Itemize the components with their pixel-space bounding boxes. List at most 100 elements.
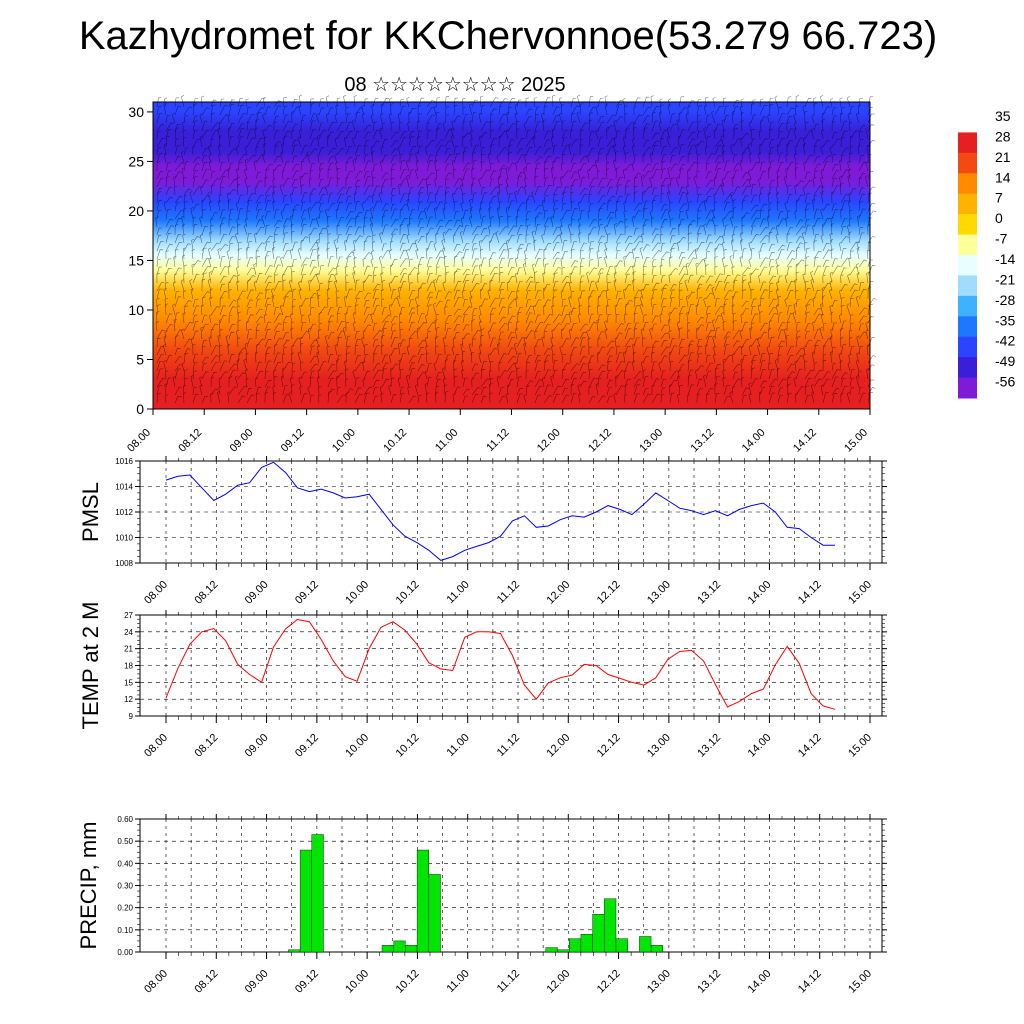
precip-x-tick-label: 08.12 [192,968,220,996]
precip-y-axis-label: PRECIP, mm [76,822,101,950]
heatmap-x-tick-label: 14.00 [740,427,768,455]
pmsl-x-tick-label: 14.00 [746,579,774,607]
wind-barbs [155,94,877,404]
heatmap-y-tick-label: 30 [128,104,144,120]
precip-bar [381,945,394,953]
precip-x-tick-label: 09.00 [243,968,271,996]
precip-y-tick-label: 0.50 [117,837,133,846]
precip-x-tick-label: 11.12 [495,968,522,995]
pmsl-x-tick-label: 12.12 [595,579,623,607]
colorbar-swatch [958,336,977,358]
precip-bar [615,938,628,953]
heatmap-x-tick-label: 09.12 [279,427,307,455]
precip-bar [639,936,652,953]
colorbar-label: -28 [995,292,1015,308]
colorbar-label: 35 [995,108,1011,124]
precip-bar [405,945,418,953]
heatmap-x-tick-label: 15.00 [842,427,870,455]
pmsl-x-tick-label: 11.12 [495,579,522,606]
precip-y-tick-label: 0.20 [117,904,133,913]
precip-x-tick-label: 12.12 [595,968,623,996]
pmsl-x-tick-label: 15.00 [846,579,874,607]
temp-y-tick-label: 24 [124,628,133,637]
colorbar-label: -21 [995,271,1015,287]
heatmap-x-tick-label: 08.00 [125,427,153,455]
chart-subtitle: 08 ☆☆☆☆☆☆☆☆ 2025 [344,74,566,96]
pmsl-series-line [165,461,835,561]
precip-y-tick-label: 0.10 [117,926,133,935]
precip-bar [311,834,324,953]
colorbar-label: -35 [995,312,1015,328]
precip-x-tick-label: 14.00 [746,968,774,996]
precip-bar [557,949,570,953]
precip-bar [299,849,313,953]
temp-y-tick-label: 15 [124,678,133,687]
precip-y-tick-label: 0.30 [117,882,133,891]
heatmap-x-tick-label: 11.00 [433,427,460,454]
heatmap-x-tick-label: 12.00 [535,427,563,455]
precip-bar [288,949,301,953]
heatmap-x-tick-label: 14.12 [791,427,819,455]
temp-x-tick-label: 08.00 [142,732,170,760]
precip-x-tick-label: 13.12 [695,968,723,996]
pmsl-x-tick-label: 11.00 [444,579,471,606]
heatmap-y-tick-label: 0 [136,401,144,417]
heatmap-x-tick-label: 13.00 [637,427,665,455]
pmsl-x-tick-label: 09.12 [293,579,321,607]
temp-x-tick-label: 10.12 [394,732,422,760]
temp-y-tick-label: 12 [124,695,133,704]
pmsl-x-tick-label: 09.00 [243,579,271,607]
precip-bar [393,940,406,953]
precip-x-tick-label: 11.00 [444,968,471,995]
colorbar-swatch [958,275,977,297]
temp-series-line [165,618,836,710]
heatmap-y-tick-label: 15 [128,252,144,268]
temp-x-tick-label: 11.00 [444,732,471,759]
colorbar-swatch [958,295,977,317]
colorbar-label: 0 [995,210,1003,226]
precip-x-tick-label: 09.12 [293,968,321,996]
colorbar-swatch [958,214,977,236]
heatmap-y-tick-label: 25 [128,153,144,169]
colorbar-swatch [958,377,977,399]
pmsl-y-tick-label: 1016 [115,457,133,466]
heatmap-x-tick-label: 13.12 [689,427,717,455]
colorbar-swatch [958,255,977,276]
temp-x-tick-label: 14.12 [796,732,824,760]
precip-bar [416,849,430,953]
precip-bar [592,914,605,953]
temp-y-tick-label: 21 [124,645,133,654]
precip-bar [428,874,441,953]
pmsl-x-tick-label: 10.12 [394,579,422,607]
pmsl-x-tick-label: 13.12 [695,579,723,607]
heatmap-y-tick-label: 5 [136,351,144,367]
colorbar-swatch [958,357,977,379]
colorbar-swatch [958,234,977,256]
pmsl-y-tick-label: 1010 [115,534,133,543]
precip-bar [604,898,617,953]
temp-x-tick-label: 15.00 [846,732,874,760]
temp-x-tick-label: 14.00 [746,732,774,760]
temp-x-tick-label: 10.00 [343,732,371,760]
pmsl-y-axis-label: PMSL [78,482,103,542]
temp-x-tick-label: 12.00 [544,732,572,760]
pmsl-y-tick-label: 1014 [115,483,133,492]
pmsl-y-tick-label: 1012 [115,508,133,517]
temp-y-tick-label: 9 [129,712,134,721]
temp-x-tick-label: 13.12 [695,732,723,760]
heatmap-x-tick-label: 10.00 [330,427,358,455]
precip-x-tick-label: 10.00 [343,968,371,996]
precip-x-tick-label: 10.12 [394,968,422,996]
colorbar-swatch [958,316,977,338]
precip-y-tick-label: 0.60 [117,815,133,824]
colorbar-swatch [958,152,977,174]
colorbar-swatch [958,193,977,215]
precip-bar [545,947,558,953]
heatmap-x-tick-label: 09.00 [228,427,256,455]
colorbar-label: -56 [995,374,1015,390]
precip-x-tick-label: 08.00 [142,968,170,996]
colorbar-swatch [958,173,977,195]
temp-y-tick-label: 18 [124,662,133,671]
temp-x-tick-label: 11.12 [495,732,522,759]
